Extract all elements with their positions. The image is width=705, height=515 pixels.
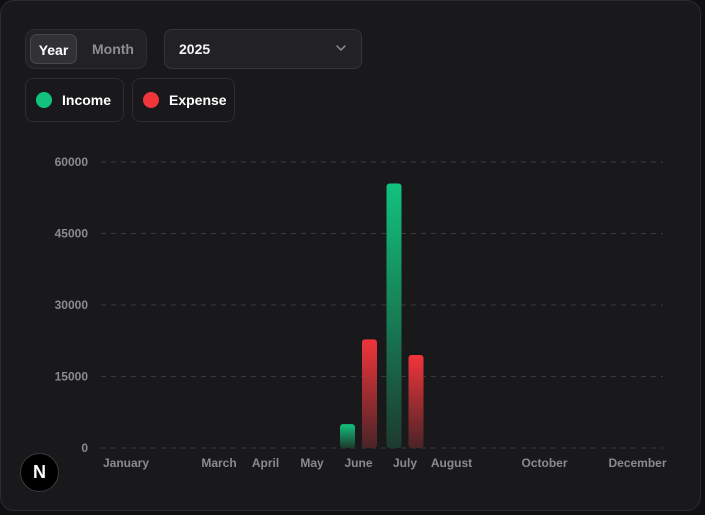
x-tick-label: June xyxy=(344,456,372,470)
x-tick-label: May xyxy=(300,456,324,470)
period-toggle: Year Month xyxy=(25,29,147,69)
bar-expense-june[interactable] xyxy=(362,339,377,448)
x-tick-label: December xyxy=(608,456,666,470)
period-option-month[interactable]: Month xyxy=(92,41,134,57)
legend-label-expense: Expense xyxy=(169,92,227,108)
x-tick-label: April xyxy=(252,456,279,470)
y-tick-label: 30000 xyxy=(55,298,89,312)
year-select-value: 2025 xyxy=(179,41,211,57)
x-tick-label: January xyxy=(103,456,149,470)
app-badge[interactable]: N xyxy=(20,453,59,492)
x-tick-label: August xyxy=(431,456,472,470)
legend-dot-income xyxy=(36,92,52,108)
y-tick-label: 60000 xyxy=(55,155,89,169)
legend-label-income: Income xyxy=(62,92,112,108)
x-tick-label: July xyxy=(393,456,417,470)
bar-income-june[interactable] xyxy=(340,424,355,448)
period-option-year[interactable]: Year xyxy=(30,34,77,64)
y-tick-label: 15000 xyxy=(55,370,89,384)
x-tick-label: March xyxy=(201,456,236,470)
x-tick-label: October xyxy=(521,456,567,470)
legend-dot-expense xyxy=(143,92,159,108)
y-tick-label: 0 xyxy=(81,441,88,455)
bar-expense-july[interactable] xyxy=(408,355,424,448)
legend-item-income[interactable]: Income xyxy=(25,78,124,122)
chevron-down-icon xyxy=(336,45,346,51)
year-select[interactable]: 2025 xyxy=(164,29,362,69)
y-tick-label: 45000 xyxy=(55,227,89,241)
bar-income-july[interactable] xyxy=(386,183,402,448)
legend-item-expense[interactable]: Expense xyxy=(132,78,235,122)
